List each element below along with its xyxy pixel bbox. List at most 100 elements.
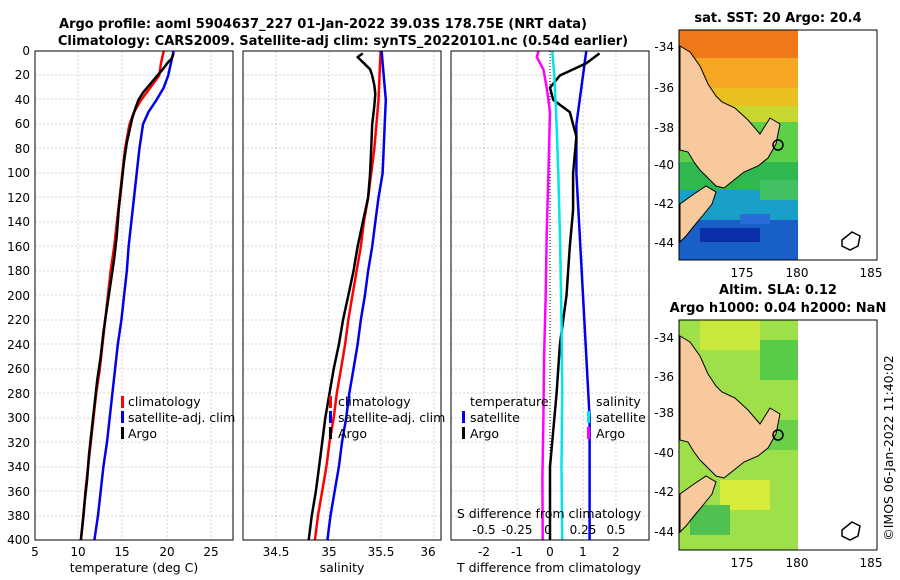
difference-series-salinity-argo	[535, 50, 552, 541]
sst-map: sat. SST: 20 Argo: 20.4 -34 -36 -38 -40 -42…	[654, 11, 882, 280]
difference-xticks: -2 -1 0 1 2	[478, 545, 620, 559]
x2tick: 0	[544, 523, 552, 537]
sla-map-title1: Altim. SLA: 0.12	[719, 283, 837, 298]
sst-xticks: 175 180 185	[731, 266, 883, 280]
difference-series-salinity-satellite	[551, 50, 564, 541]
svg-text:-40: -40	[654, 446, 674, 460]
temperature-axes-box	[34, 50, 234, 541]
svg-text:34.5: 34.5	[263, 545, 290, 559]
temperature-legend: climatology satellite-adj. clim Argo	[121, 394, 235, 441]
svg-text:-44: -44	[654, 236, 674, 250]
south-island	[679, 475, 717, 534]
svg-text:-42: -42	[654, 485, 674, 499]
svg-text:0: 0	[22, 44, 30, 58]
svg-text:200: 200	[7, 289, 30, 303]
salinity-xticks: 34.5 35 35.5 36	[263, 545, 436, 559]
x2tick: 0.5	[606, 523, 625, 537]
svg-text:40: 40	[15, 93, 30, 107]
svg-text:185: 185	[860, 266, 883, 280]
sst-map-title: sat. SST: 20 Argo: 20.4	[694, 11, 861, 26]
difference-series-temperature-argo	[548, 52, 601, 540]
svg-text:-36: -36	[654, 81, 674, 95]
svg-text:15: 15	[114, 545, 129, 559]
svg-text:-40: -40	[654, 158, 674, 172]
svg-text:180: 180	[786, 266, 809, 280]
sla-map: Altim. SLA: 0.12 Argo h1000: 0.04 h2000:…	[654, 283, 886, 570]
temperature-panel: 0 20 40 60 80 100 120 140 160 180 200 220 240 260…	[7, 44, 235, 575]
svg-text:5: 5	[31, 545, 39, 559]
svg-text:-1: -1	[511, 545, 523, 559]
temperature-grid	[35, 51, 233, 540]
salinity-legend-satellite: satellite-adj. clim	[338, 410, 445, 425]
svg-text:35: 35	[321, 545, 336, 559]
difference-xlabel: T difference from climatology	[456, 560, 642, 575]
svg-text:260: 260	[7, 362, 30, 376]
svg-text:35.5: 35.5	[368, 545, 395, 559]
svg-text:360: 360	[7, 485, 30, 499]
salinity-grid	[243, 51, 441, 540]
legend-temp-satellite: satellite	[470, 410, 520, 425]
salinity-legend: climatology satellite-adj. clim Argo	[329, 394, 445, 441]
salinity-axes-box	[242, 50, 442, 541]
legend-sal-argo: Argo	[596, 426, 625, 441]
chatham-islands	[841, 521, 861, 541]
svg-text:175: 175	[731, 556, 754, 570]
figure-title-line1: Argo profile: aoml 5904637_227 01-Jan-20…	[59, 17, 587, 32]
svg-text:-34: -34	[654, 40, 674, 54]
north-island	[679, 335, 781, 479]
argo-location-marker	[772, 429, 784, 441]
legend-salinity-title: salinity	[596, 394, 641, 409]
salinity-series-argo	[307, 52, 377, 541]
svg-text:140: 140	[7, 215, 30, 229]
sla-map-title2: Argo h1000: 0.04 h2000: NaN	[670, 301, 887, 316]
temperature-xticks: 5 10 15 20 25	[31, 545, 218, 559]
salinity-xlabel: salinity	[320, 560, 365, 575]
svg-text:240: 240	[7, 338, 30, 352]
x2tick: -0.5	[472, 523, 495, 537]
difference-grid	[451, 51, 649, 540]
svg-text:25: 25	[203, 545, 218, 559]
svg-text:-42: -42	[654, 197, 674, 211]
salinity-legend-climatology: climatology	[338, 394, 411, 409]
svg-text:2: 2	[612, 545, 620, 559]
svg-text:320: 320	[7, 436, 30, 450]
sla-xticks: 175 180 185	[731, 556, 883, 570]
legend-temperature-title: temperature	[470, 394, 549, 409]
svg-text:185: 185	[860, 556, 883, 570]
svg-text:80: 80	[15, 142, 30, 156]
svg-text:-38: -38	[654, 121, 674, 135]
south-island	[679, 185, 717, 244]
salinity-panel: 34.5 35 35.5 36 salinity climatology satel…	[242, 50, 445, 575]
svg-text:-36: -36	[654, 370, 674, 384]
svg-text:120: 120	[7, 191, 30, 205]
svg-text:280: 280	[7, 387, 30, 401]
svg-text:400: 400	[7, 533, 30, 547]
temperature-legend-satellite: satellite-adj. clim	[128, 410, 235, 425]
svg-text:180: 180	[7, 264, 30, 278]
svg-text:300: 300	[7, 411, 30, 425]
svg-text:-44: -44	[654, 525, 674, 539]
temperature-series-argo	[79, 52, 175, 541]
svg-text:380: 380	[7, 509, 30, 523]
sst-yticks: -34 -36 -38 -40 -42 -44	[654, 40, 674, 250]
difference-axes-box	[450, 50, 650, 541]
svg-text:160: 160	[7, 240, 30, 254]
svg-text:1: 1	[579, 545, 587, 559]
svg-text:180: 180	[786, 556, 809, 570]
argo-location-marker	[772, 139, 784, 151]
x2tick: 0.25	[570, 523, 597, 537]
imos-watermark: ©IMOS 06-Jan-2022 11:40:02	[881, 355, 896, 541]
svg-text:20: 20	[159, 545, 174, 559]
svg-text:36: 36	[420, 545, 435, 559]
svg-text:340: 340	[7, 460, 30, 474]
legend-sal-satellite: satellite	[596, 410, 646, 425]
temperature-xlabel: temperature (deg C)	[70, 560, 199, 575]
x2tick: -0.25	[501, 523, 532, 537]
svg-text:100: 100	[7, 166, 30, 180]
north-island	[679, 45, 781, 189]
difference-x2label: S difference from climatology	[457, 506, 642, 521]
temperature-legend-argo: Argo	[128, 426, 157, 441]
difference-panel: -2 -1 0 1 2 T difference from climatology S…	[450, 50, 650, 575]
svg-text:0: 0	[546, 545, 554, 559]
